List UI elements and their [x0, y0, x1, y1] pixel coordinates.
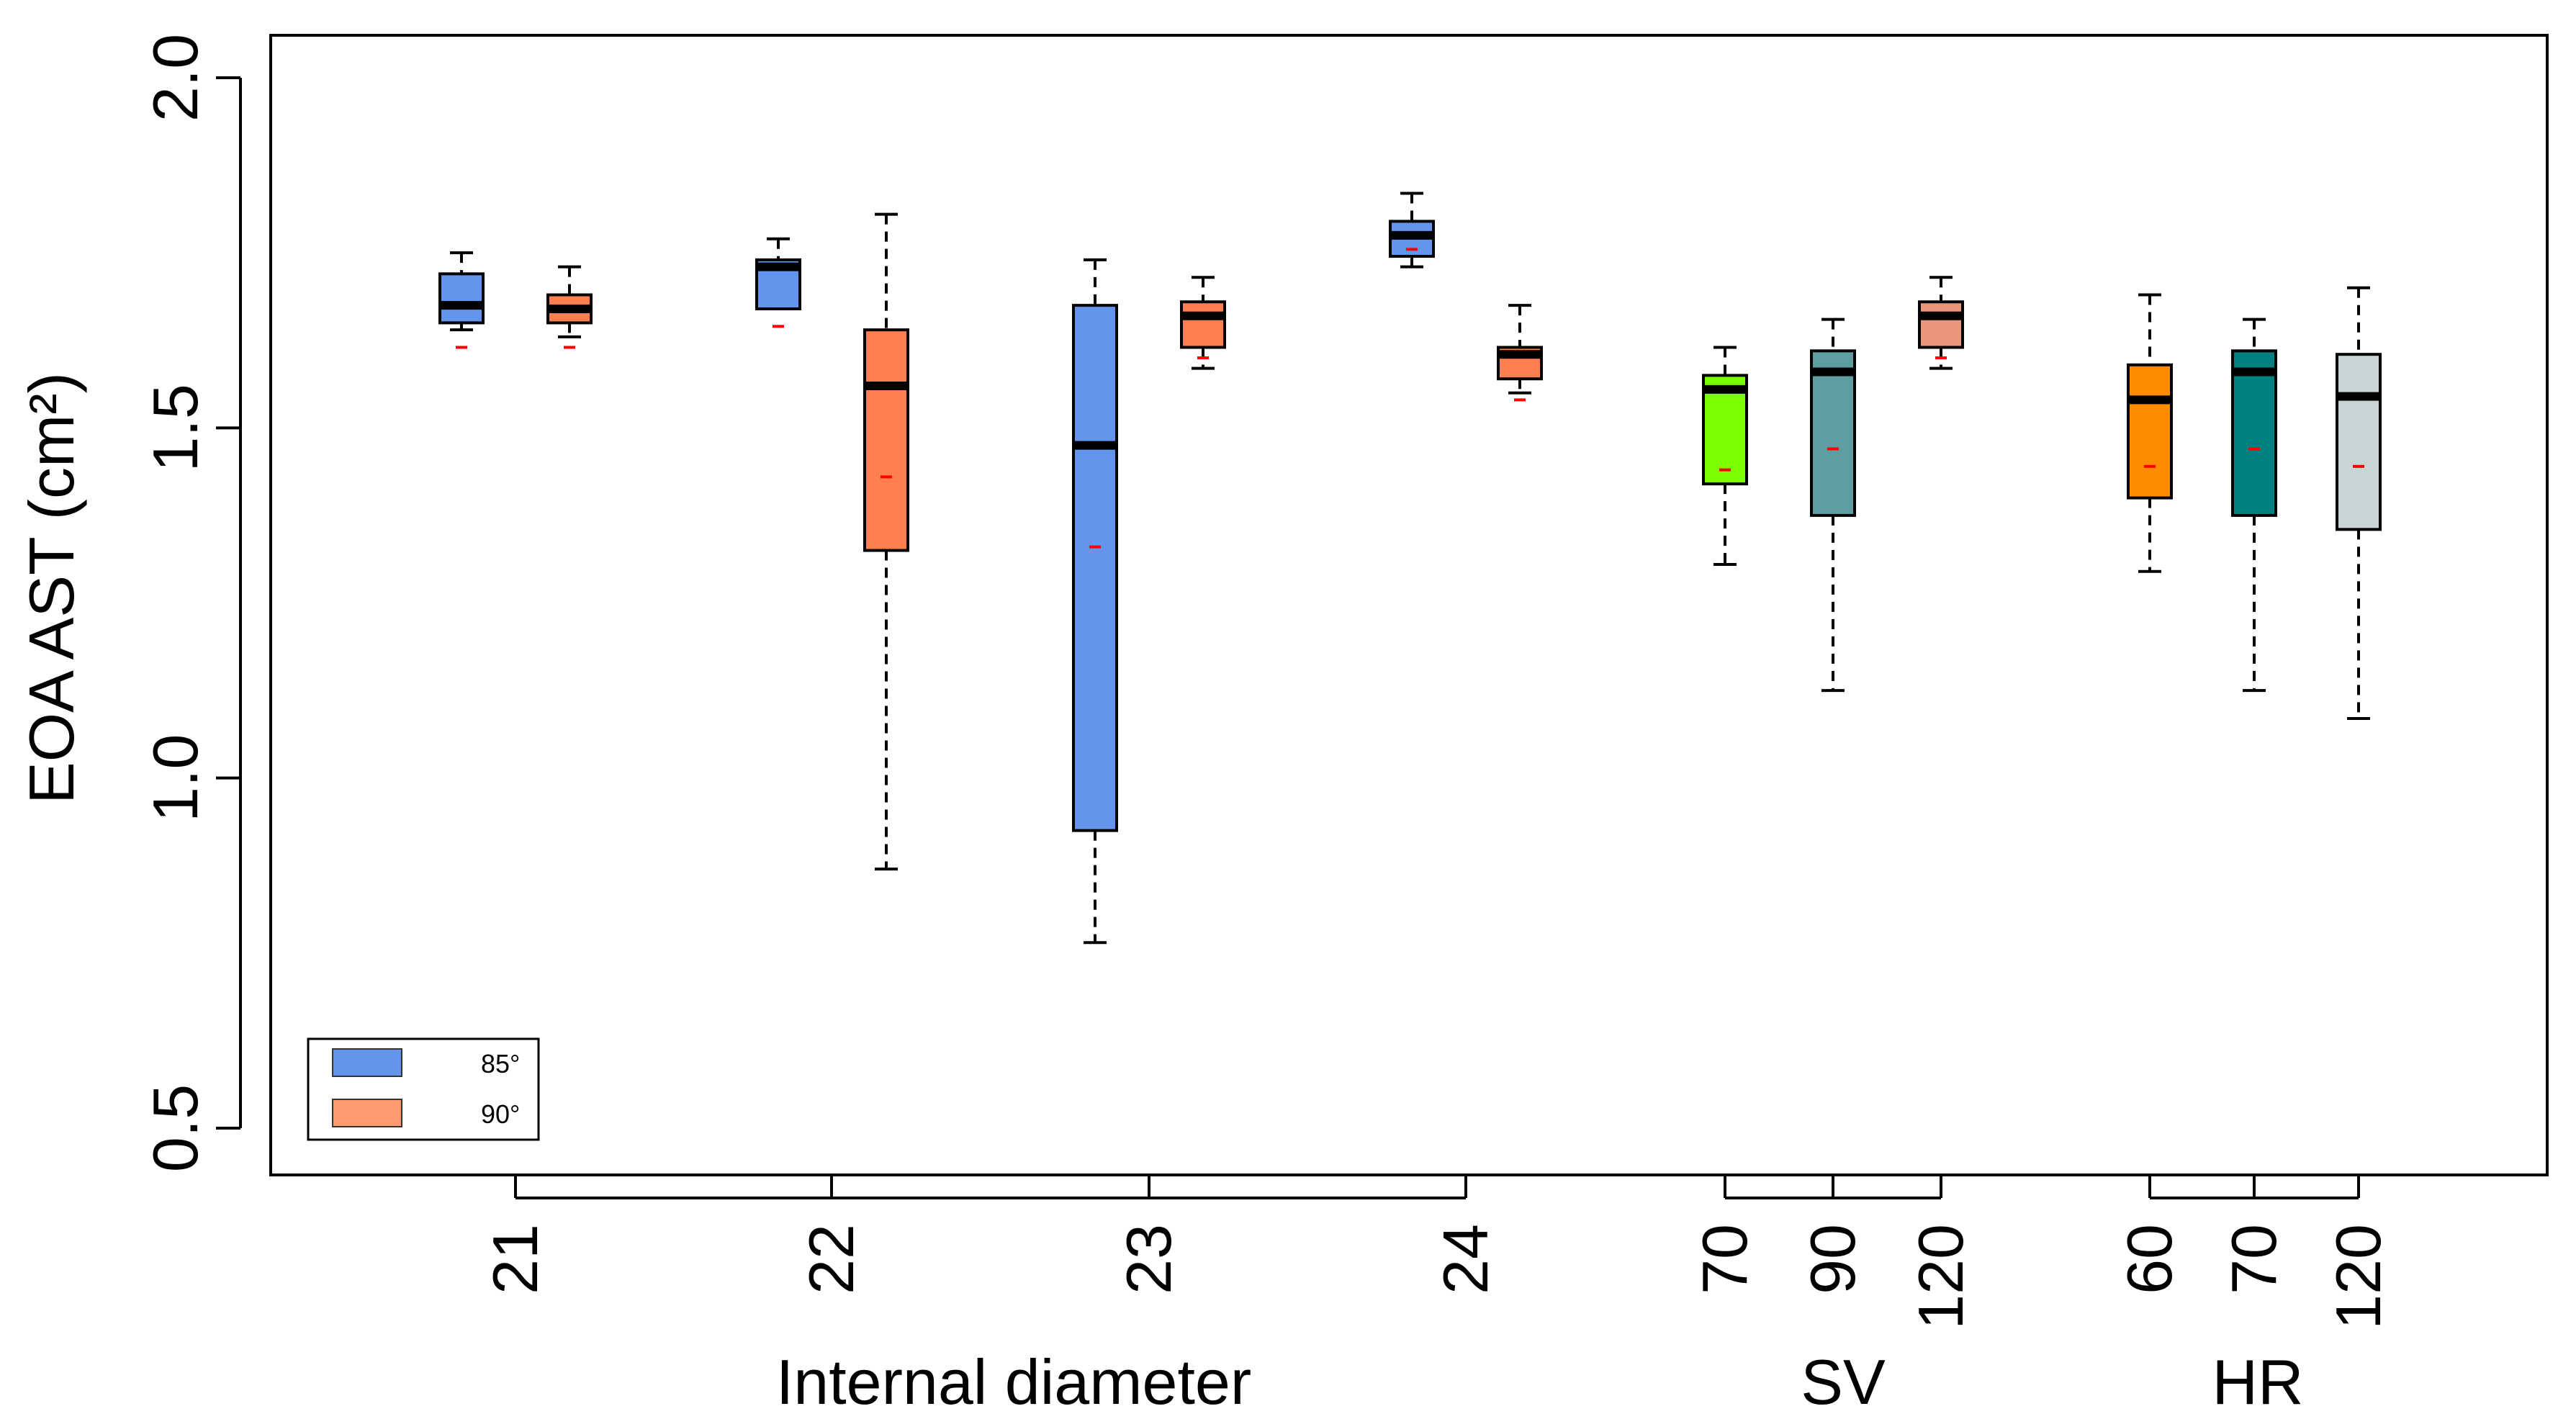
iqr-box: [863, 328, 909, 552]
y-axis-label: EOA AST (cm²): [16, 372, 87, 804]
iqr-box: [1810, 349, 1856, 517]
box-8: [1702, 346, 1748, 567]
legend-swatch-85: [332, 1048, 402, 1077]
box-1: [546, 265, 593, 349]
box-4: [1072, 258, 1118, 945]
x-tick-label-0: 21: [479, 1224, 551, 1294]
box-6: [1389, 192, 1435, 269]
iqr-box: [438, 272, 485, 325]
box-0: [438, 251, 485, 349]
box-7: [1497, 304, 1543, 402]
x-axis: 21 22 23 24 70 90 120 60 70 120: [479, 1175, 2394, 1330]
group-label-internal-diameter: Internal diameter: [776, 1346, 1251, 1418]
x-tick-label-1: 22: [796, 1224, 867, 1294]
box-9: [1810, 317, 1856, 693]
group-labels: Internal diameter SV HR: [776, 1346, 2304, 1418]
iqr-box: [2336, 353, 2382, 531]
y-tick-label-1: 1.0: [140, 734, 211, 821]
box-11: [2127, 293, 2173, 573]
box-5: [1180, 276, 1226, 370]
iqr-box: [1072, 304, 1118, 832]
x-tick-label-9: 120: [2323, 1224, 2394, 1330]
legend-swatch-90: [332, 1099, 402, 1127]
box-2: [755, 237, 801, 328]
box-10: [1918, 276, 1964, 370]
x-tick-label-7: 60: [2114, 1224, 2185, 1294]
box-12: [2231, 317, 2277, 693]
x-tick-label-2: 23: [1113, 1224, 1184, 1294]
iqr-box: [1918, 300, 1964, 349]
y-tick-label-0: 0.5: [140, 1084, 211, 1172]
iqr-box: [1180, 300, 1226, 349]
iqr-box: [2127, 363, 2173, 500]
group-label-sv: SV: [1801, 1346, 1886, 1418]
legend-label-90: 90°: [481, 1099, 520, 1129]
y-axis: 0.5 1.0 1.5 2.0: [140, 34, 242, 1172]
x-tick-label-4: 70: [1689, 1224, 1760, 1294]
group-label-hr: HR: [2212, 1346, 2303, 1418]
y-tick-label-2: 1.5: [140, 384, 211, 472]
plot-frame: [269, 34, 2549, 1176]
legend-label-85: 85°: [481, 1049, 520, 1078]
x-tick-label-6: 120: [1905, 1224, 1976, 1330]
box-13: [2336, 286, 2382, 720]
x-tick-label-5: 90: [1797, 1224, 1868, 1294]
x-tick-label-8: 70: [2218, 1224, 2289, 1294]
box-3: [863, 212, 909, 871]
x-tick-label-3: 24: [1430, 1224, 1501, 1294]
boxes: [438, 192, 2382, 945]
iqr-box: [2231, 349, 2277, 517]
y-tick-label-3: 2.0: [140, 34, 211, 122]
legend: 85° 90°: [307, 1037, 540, 1141]
